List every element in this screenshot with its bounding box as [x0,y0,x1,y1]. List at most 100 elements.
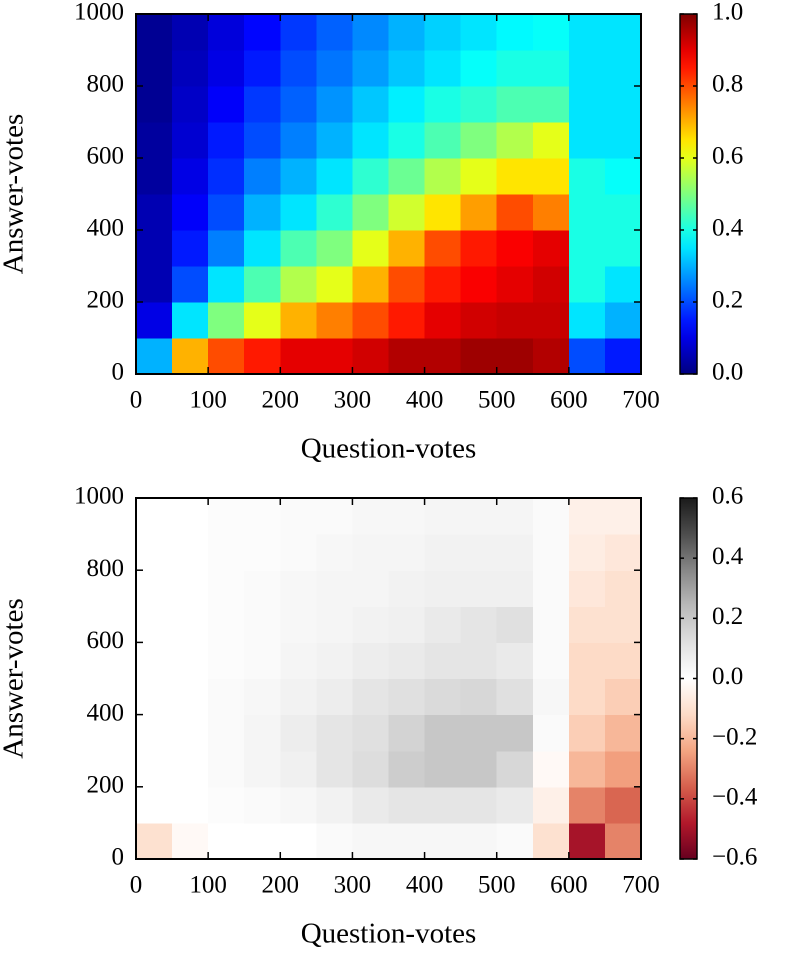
x-tick-label: 400 [406,387,444,414]
heatmap-cell [244,534,281,571]
y-tick-label: 400 [87,215,125,242]
heatmap-cell [496,14,534,51]
heatmap-cell [388,822,426,860]
x-tick-label: 0 [130,387,143,414]
heatmap-cell [208,158,245,195]
heatmap-cell [316,786,354,824]
heatmap-cell [316,606,354,643]
heatmap-cell [352,498,390,535]
heatmap-cell [244,122,281,159]
heatmap-cell [568,714,606,752]
heatmap-cell [352,606,390,643]
heatmap-cell [424,122,462,159]
heatmap-cell [604,158,642,195]
heatmap-cell [424,750,462,788]
heatmap-cell [460,50,498,87]
heatmap-cell [352,14,390,51]
heatmap-cell [532,678,570,716]
x-tick-label: 100 [189,387,227,414]
heatmap-cell [496,534,534,571]
heatmap-cell [352,570,390,607]
heatmap-cell [136,822,173,860]
heatmap-cell [532,14,570,51]
heatmap-cell [388,302,426,339]
heatmap-cell [136,338,173,375]
heatmap-cell [496,50,534,87]
heatmap-cell [604,498,642,535]
heatmap-cell [604,534,642,571]
heatmap-cell [244,158,281,195]
heatmap-cell [568,266,606,303]
heatmap-cell [496,122,534,159]
heatmap-cell [244,606,281,643]
heatmap-cell [460,750,498,788]
heatmap-cell [172,678,209,716]
heatmap-cell [496,158,534,195]
heatmap-cell [460,714,498,752]
heatmap-cell [532,194,570,231]
heatmap-cell [208,570,245,607]
heatmap-cell [532,86,570,123]
heatmap-cell [532,822,570,860]
heatmap-cell [172,302,209,339]
heatmap-cell [244,678,281,716]
heatmap-cell [208,678,245,716]
heatmap-cell [568,50,606,87]
heatmap-cell [208,50,245,87]
heatmap-cell [604,570,642,607]
x-tick-label: 300 [334,387,372,414]
heatmap-cell [532,786,570,824]
heatmap-cell [244,302,281,339]
colorbar-tick-label: −0.4 [712,784,758,811]
heatmap-cell [244,750,281,788]
heatmap-cell [316,534,354,571]
heatmap-cell [460,86,498,123]
heatmap-cell [496,606,534,643]
heatmap-cell [208,714,245,752]
heatmap-cell [316,194,354,231]
heatmap-cell [352,194,390,231]
heatmap-cell [424,570,462,607]
heatmap-cell [496,750,534,788]
heatmap-cell [244,498,281,535]
heatmap-cell [352,302,390,339]
heatmap-cell [280,678,317,716]
heatmap-cell [316,302,354,339]
y-tick-label: 0 [112,359,125,386]
heatmap-cell [388,678,426,716]
heatmap-cell [316,822,354,860]
heatmap-cell [208,302,245,339]
heatmap-cell [532,122,570,159]
heatmap-cell [460,822,498,860]
heatmap-cell [136,266,173,303]
heatmap-cell [532,750,570,788]
heatmap-cell [208,122,245,159]
y-tick-label: 200 [87,772,125,799]
heatmap-cell [280,230,317,267]
heatmap-cell [280,338,317,375]
heatmap-cell [460,338,498,375]
heatmap-cell [388,606,426,643]
colorbar-tick-label: 0.2 [712,287,743,314]
heatmap-cell [172,714,209,752]
colorbar-tick-label: 0.6 [712,483,743,510]
heatmap-cell [280,786,317,824]
heatmap-cell [208,266,245,303]
heatmap-cell [136,86,173,123]
heatmap-cell [388,498,426,535]
heatmap-cell [316,50,354,87]
heatmap-cell [208,534,245,571]
heatmap-cell [172,194,209,231]
heatmap-cell [568,158,606,195]
heatmap-cell [388,266,426,303]
heatmap-cell [460,498,498,535]
heatmap-cell [280,158,317,195]
heatmap-cell [424,266,462,303]
heatmap-cell [208,786,245,824]
heatmap-cell [316,750,354,788]
heatmap-cell [496,714,534,752]
heatmap [136,14,642,375]
heatmap-cell [280,266,317,303]
heatmap-cell [136,122,173,159]
heatmap-cell [388,786,426,824]
